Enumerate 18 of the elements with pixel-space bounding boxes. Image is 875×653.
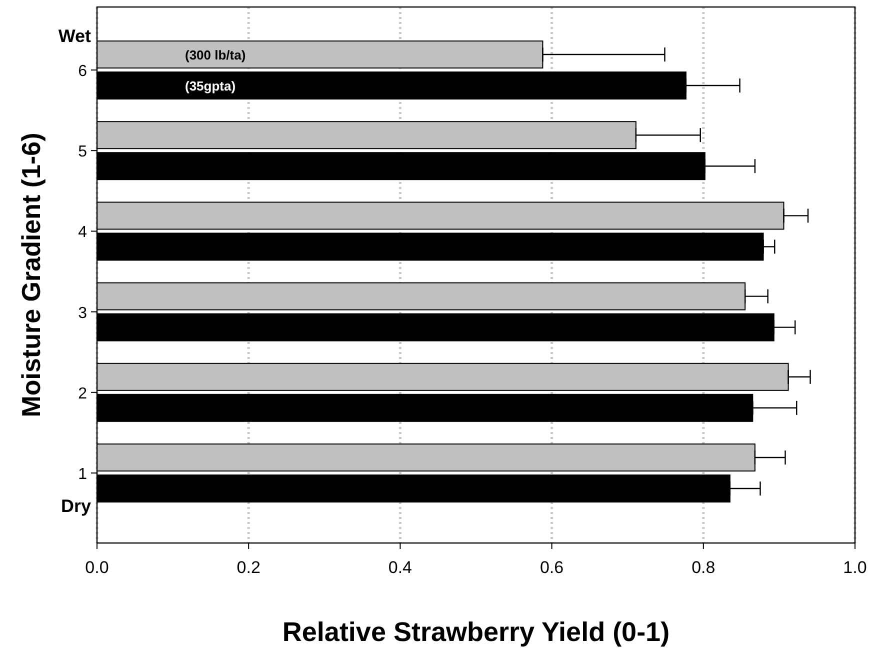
x-tick-label: 0.6	[540, 558, 564, 577]
x-tick-label: 0.8	[692, 558, 716, 577]
y-axis-title: Moisture Gradient (1-6)	[16, 132, 46, 418]
y-tick-label: 6	[78, 63, 88, 80]
y-tick-label: 5	[78, 144, 88, 161]
y-tick-label: 1	[78, 466, 88, 483]
x-tick-label: 0.4	[388, 558, 412, 577]
y-tick-label: 2	[78, 385, 88, 402]
x-tick-label: 1.0	[843, 558, 867, 577]
series-label: (35gpta)	[185, 78, 236, 94]
text: Dry	[60, 496, 91, 516]
text: Wet	[58, 26, 92, 46]
x-tick-label: 0.2	[236, 558, 260, 577]
x-tick-label: 0.0	[85, 558, 109, 577]
series-label: (300 lb/ta)	[185, 48, 246, 62]
y-tick-label: 4	[78, 224, 88, 242]
x-axis-title: Relative Strawberry Yield (0-1)	[282, 617, 670, 647]
y-tick-label: 3	[78, 304, 88, 322]
